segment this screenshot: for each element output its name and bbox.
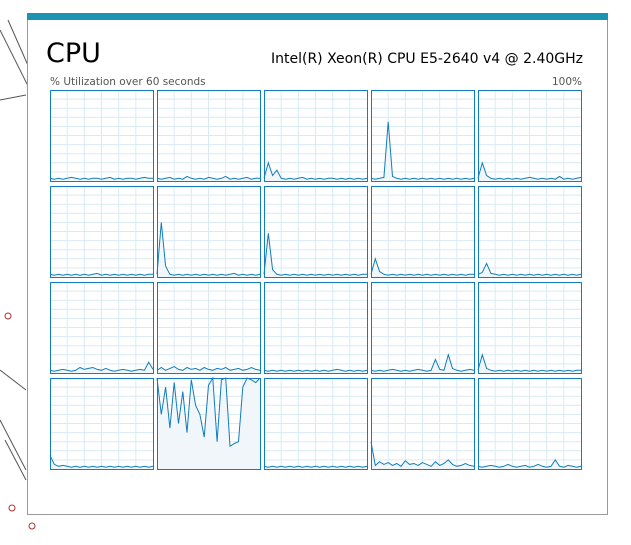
graph-frame <box>264 282 368 374</box>
graph-frame <box>264 90 368 182</box>
background-drawing <box>0 19 36 530</box>
usage-line <box>49 176 153 180</box>
usage-line <box>370 257 474 276</box>
usage-area <box>371 354 474 373</box>
graph-frame <box>157 186 261 278</box>
usage-line <box>156 376 261 448</box>
graph-frame <box>50 90 154 182</box>
graph-frame <box>371 282 475 374</box>
usage-line <box>263 233 367 276</box>
graph-frame <box>478 186 582 278</box>
usage-line <box>477 458 582 468</box>
window <box>27 13 608 515</box>
usage-area <box>50 455 153 469</box>
graph-frame <box>371 90 475 182</box>
usage-line <box>477 161 582 180</box>
graph-frame <box>478 90 582 182</box>
graph-frame <box>478 282 582 374</box>
usage-area <box>478 263 581 277</box>
usage-area <box>264 466 367 469</box>
usage-line <box>49 361 154 372</box>
graph-frame <box>478 378 582 470</box>
usage-area <box>157 222 260 277</box>
usage-area <box>264 162 367 181</box>
usage-line <box>370 441 475 467</box>
usage-line <box>156 222 261 276</box>
graph-frame <box>157 378 261 470</box>
usage-area <box>157 378 260 469</box>
usage-line <box>156 366 261 371</box>
graph-frame <box>50 378 154 470</box>
usage-line <box>263 465 368 468</box>
graph-frame <box>50 282 154 374</box>
title: CPU <box>46 38 101 69</box>
graph-frame <box>371 186 475 278</box>
usage-area <box>157 176 260 181</box>
usage-area <box>264 233 367 277</box>
usage-line <box>263 368 368 372</box>
title-bar <box>27 13 608 20</box>
usage-line <box>370 121 475 180</box>
graph-frame <box>157 90 261 182</box>
graph-frame <box>50 186 154 278</box>
processor-name: Intel(R) Xeon(R) CPU E5-2640 v4 @ 2.40GH… <box>271 51 583 67</box>
usage-line <box>370 353 475 372</box>
graph-frame <box>371 378 475 470</box>
graph-frame <box>264 378 368 470</box>
max-label: 100% <box>552 76 582 88</box>
usage-line <box>477 353 581 372</box>
usage-line <box>263 161 368 180</box>
usage-area <box>371 441 474 469</box>
usage-line <box>49 272 153 276</box>
usage-line <box>49 455 154 468</box>
caption: % Utilization over 60 seconds <box>50 76 206 88</box>
usage-line <box>156 175 260 180</box>
graph-frame <box>264 186 368 278</box>
usage-area <box>50 362 153 373</box>
usage-line <box>477 262 582 276</box>
graph-frame <box>157 282 261 374</box>
